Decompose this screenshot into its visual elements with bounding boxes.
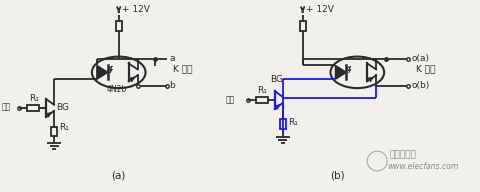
Text: (a): (a): [111, 171, 126, 181]
Text: R₁: R₁: [29, 94, 39, 103]
Bar: [27, 105, 39, 111]
Bar: [256, 97, 268, 103]
Text: 输入: 输入: [226, 95, 235, 104]
Text: www.elecfans.com: www.elecfans.com: [387, 162, 458, 171]
Text: a: a: [169, 54, 175, 63]
Text: 4N2b: 4N2b: [107, 85, 127, 94]
Text: BG: BG: [56, 103, 69, 112]
Bar: [280, 119, 286, 128]
Text: b: b: [169, 81, 175, 90]
Bar: [300, 21, 306, 31]
Bar: [116, 21, 122, 31]
Text: R₁: R₁: [59, 123, 69, 132]
Text: BG: BG: [270, 75, 283, 84]
Text: R₁: R₁: [288, 118, 298, 127]
Text: + 12V: + 12V: [306, 5, 334, 14]
Bar: [51, 127, 57, 136]
Polygon shape: [336, 65, 347, 79]
Text: K 常闭: K 常闭: [416, 64, 435, 73]
Text: (b): (b): [330, 171, 345, 181]
Text: o(a): o(a): [411, 54, 429, 63]
Polygon shape: [97, 65, 108, 79]
Text: + 12V: + 12V: [122, 5, 150, 14]
Text: K 常开: K 常开: [173, 64, 193, 73]
Text: o(b): o(b): [411, 81, 429, 90]
Text: R₁: R₁: [257, 86, 267, 95]
Text: 输入: 输入: [1, 103, 11, 112]
Text: 电子发烧友: 电子发烧友: [389, 150, 416, 159]
